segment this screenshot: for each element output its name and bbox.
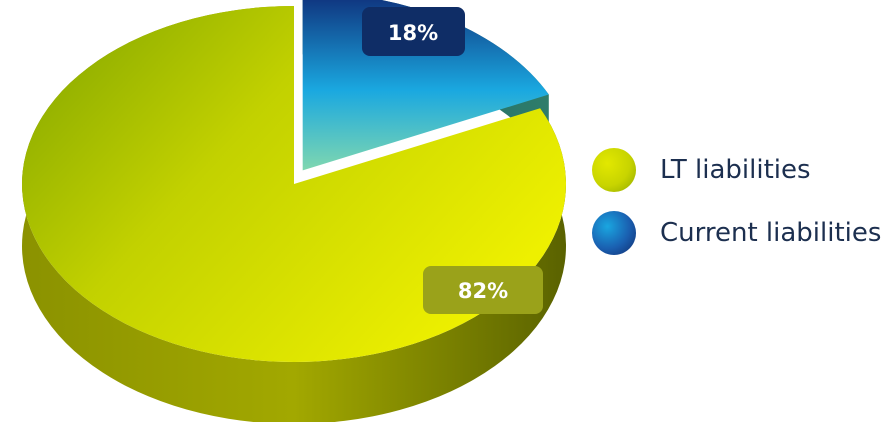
data-label-lt-text: 82% bbox=[458, 279, 508, 303]
legend-item-current-liabilities: Current liabilities bbox=[592, 211, 881, 255]
data-label-lt: 82% bbox=[423, 266, 543, 314]
data-label-current-box bbox=[362, 7, 465, 56]
legend-label-lt: LT liabilities bbox=[660, 155, 811, 185]
legend-label-current: Current liabilities bbox=[660, 218, 882, 248]
data-label-lt-box bbox=[423, 266, 543, 314]
data-label-current: 18% bbox=[362, 7, 465, 56]
legend-swatch-current bbox=[592, 211, 636, 255]
legend-item-lt-liabilities: LT liabilities bbox=[592, 148, 811, 192]
legend-swatch-lt bbox=[592, 148, 636, 192]
data-label-current-text: 18% bbox=[388, 21, 438, 45]
